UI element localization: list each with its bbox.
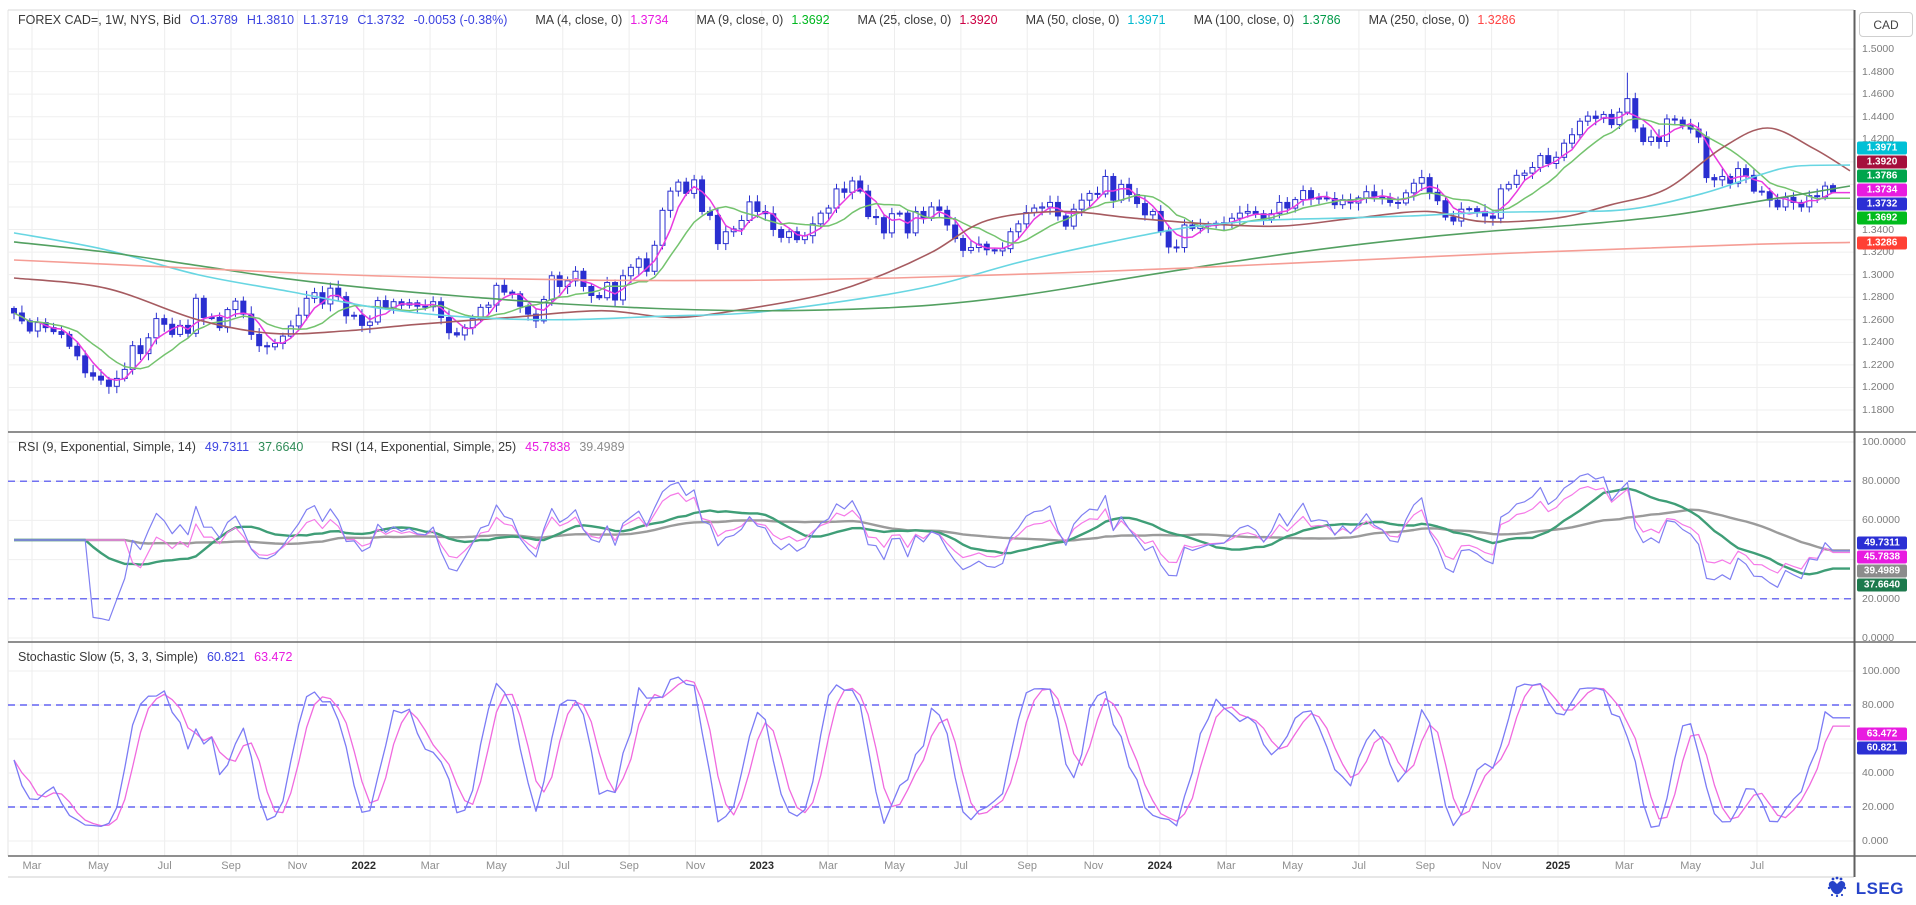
ma-legend-item[interactable]: MA (250, close, 0) 1.3286: [1368, 13, 1516, 27]
main-chart-legend[interactable]: FOREX CAD=, 1W, NYS, Bid O1.3789 H1.3810…: [18, 13, 1516, 27]
change-value: -0.0053 (-0.38%): [413, 13, 508, 27]
rsi14-signal-value: 39.4989: [579, 440, 625, 454]
open-value: O1.3789: [189, 13, 238, 27]
stochastic-label: Stochastic Slow (5, 3, 3, Simple): [18, 650, 198, 664]
instrument-tab-cad[interactable]: CAD: [1859, 12, 1913, 37]
close-value: C1.3732: [357, 13, 405, 27]
rsi14-label: RSI (14, Exponential, Simple, 25): [331, 440, 517, 454]
stochastic-legend[interactable]: Stochastic Slow (5, 3, 3, Simple) 60.821…: [18, 650, 292, 664]
rsi9-value: 49.7311: [204, 440, 250, 454]
lseg-logo-text: LSEG: [1855, 879, 1904, 898]
rsi9-signal-value: 37.6640: [258, 440, 304, 454]
lseg-crest-icon: [1824, 876, 1850, 903]
low-value: L1.3719: [303, 13, 349, 27]
rsi-legend[interactable]: RSI (9, Exponential, Simple, 14) 49.7311…: [18, 440, 625, 454]
ma-legend-item[interactable]: MA (50, close, 0) 1.3971: [1025, 13, 1166, 27]
instrument-title: FOREX CAD=, 1W, NYS, Bid: [18, 13, 181, 27]
lseg-branding: LSEG: [1824, 876, 1904, 903]
ma-legend-item[interactable]: MA (9, close, 0) 1.3692: [696, 13, 830, 27]
rsi9-label: RSI (9, Exponential, Simple, 14): [18, 440, 196, 454]
ma-legend-item[interactable]: MA (100, close, 0) 1.3786: [1193, 13, 1341, 27]
ma-legend-item[interactable]: MA (4, close, 0) 1.3734: [535, 13, 669, 27]
rsi14-value: 45.7838: [525, 440, 571, 454]
stochastic-k-value: 60.821: [206, 650, 246, 664]
ma-legend-item[interactable]: MA (25, close, 0) 1.3920: [857, 13, 998, 27]
high-value: H1.3810: [246, 13, 295, 27]
stochastic-d-value: 63.472: [254, 650, 293, 664]
